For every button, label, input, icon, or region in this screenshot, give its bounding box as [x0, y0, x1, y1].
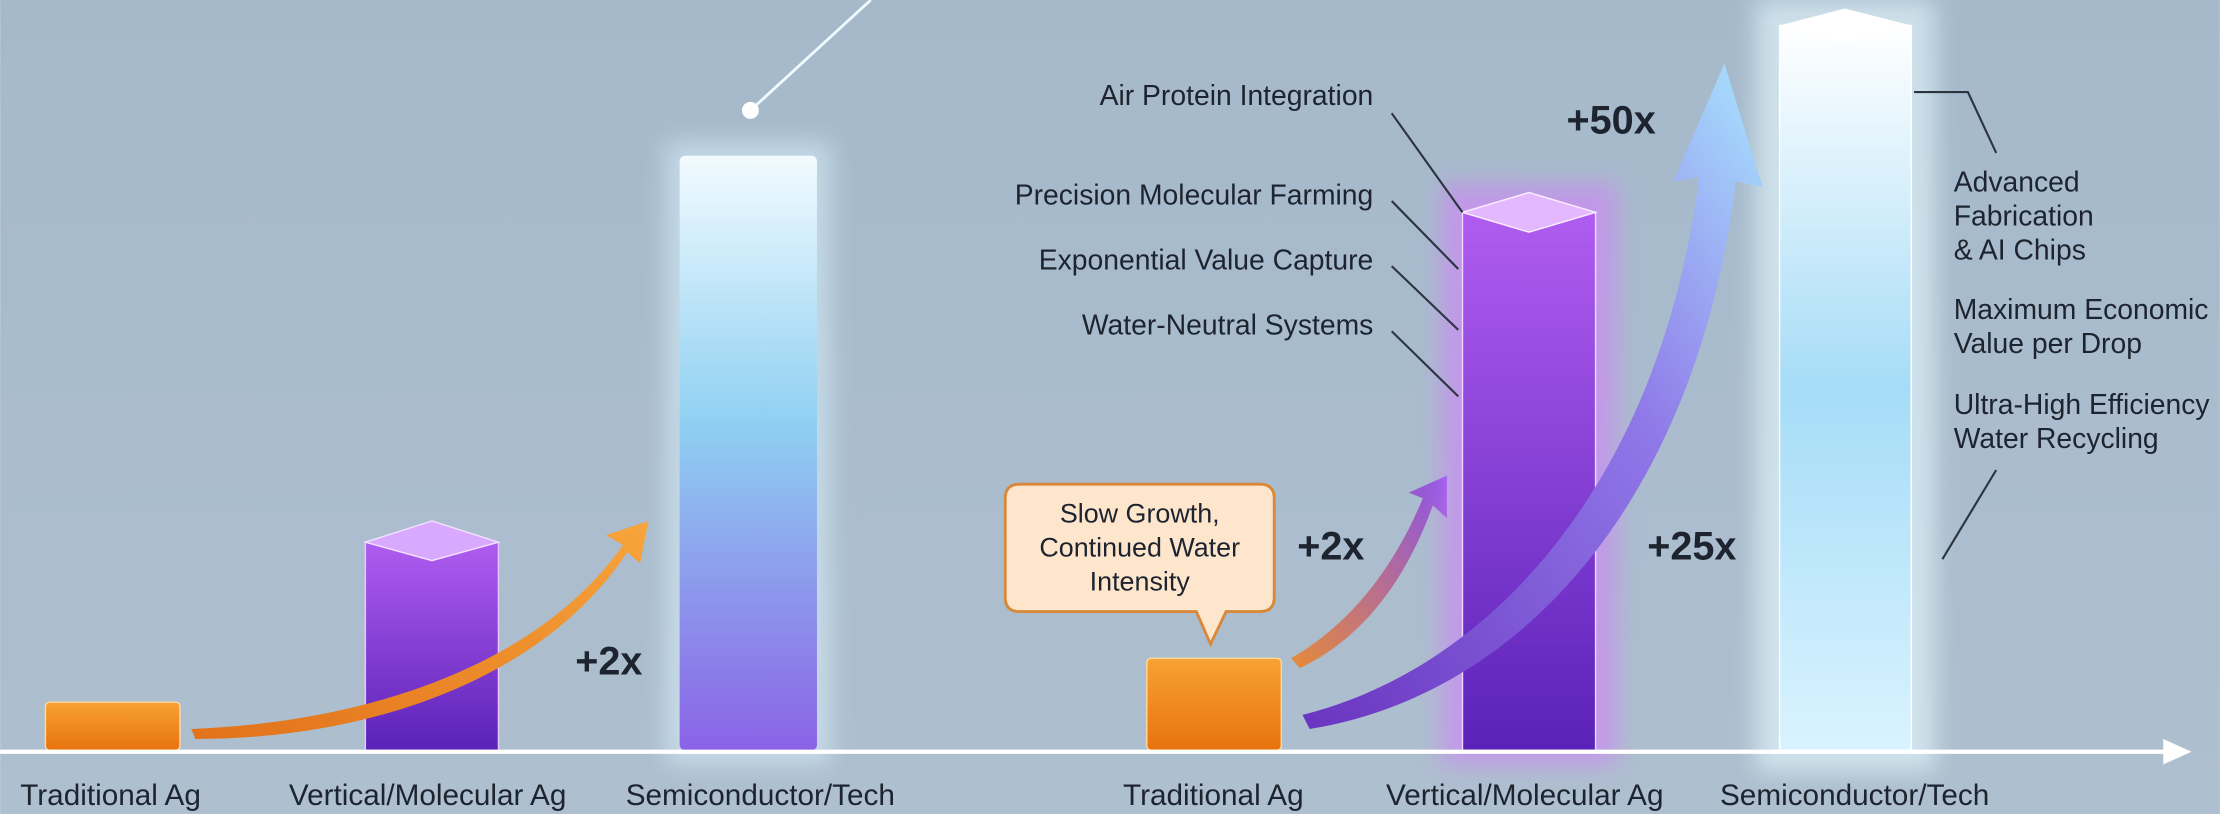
callout-text: Intensity	[1090, 566, 1191, 596]
outcome-label: Fabrication	[1954, 199, 2094, 231]
bar	[1780, 25, 1912, 750]
bar	[1462, 212, 1595, 750]
bar	[365, 542, 498, 750]
category-label: Semiconductor/Tech	[626, 779, 895, 812]
outcome-label: Ultra-High Efficiency	[1954, 388, 2211, 420]
feature-label: Air Protein Integration	[1100, 79, 1374, 111]
category-label: Semiconductor/Tech	[1720, 779, 1989, 812]
pointer-dot	[742, 102, 759, 119]
category-label: Traditional Ag	[20, 779, 201, 812]
multiplier: +25x	[1647, 525, 1736, 569]
multiplier: +50x	[1567, 99, 1656, 143]
outcome-label: Value per Drop	[1954, 327, 2142, 359]
outcome-label: Water Recycling	[1954, 422, 2159, 454]
outcome-label: & AI Chips	[1954, 233, 2086, 265]
callout-text: Continued Water	[1039, 532, 1240, 562]
page: Traditional Ag Vertical/Molecular Ag Semic…	[0, 0, 2220, 814]
category-label: Traditional Ag	[1123, 779, 1304, 812]
category-label: Vertical/Molecular Ag	[1386, 779, 1664, 812]
bar	[45, 702, 179, 750]
bar	[1147, 658, 1281, 750]
outcome-label: Advanced	[1954, 166, 2080, 198]
infographic: Traditional Ag Vertical/Molecular Ag Semic…	[0, 0, 2220, 814]
feature-label: Water-Neutral Systems	[1082, 309, 1373, 341]
feature-label: Exponential Value Capture	[1039, 243, 1374, 275]
category-label: Vertical/Molecular Ag	[289, 779, 567, 812]
feature-label: Precision Molecular Farming	[1015, 178, 1374, 210]
multiplier: +2x	[1297, 525, 1364, 569]
bar	[680, 156, 817, 751]
multiplier: +2x	[575, 639, 642, 683]
outcome-label: Maximum Economic	[1954, 293, 2209, 325]
callout-text: Slow Growth,	[1060, 498, 1220, 528]
